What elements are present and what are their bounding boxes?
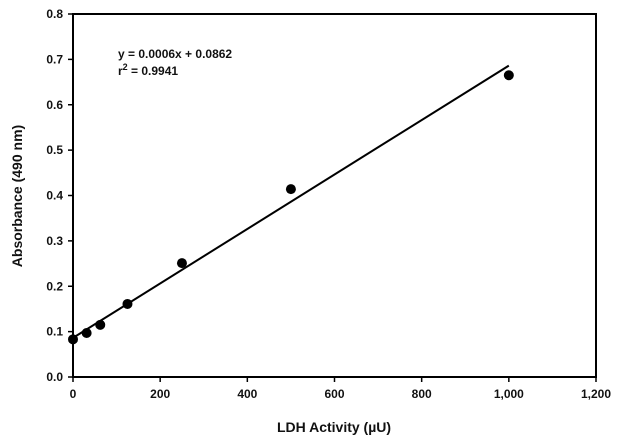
y-tick-label: 0.3 xyxy=(46,234,63,248)
y-tick-label: 0.8 xyxy=(46,7,63,21)
regression-line xyxy=(72,64,510,339)
x-tick-label: 600 xyxy=(324,387,344,401)
x-tick-label: 0 xyxy=(70,387,77,401)
y-tick-label: 0.1 xyxy=(46,325,63,339)
y-tick-label: 0.6 xyxy=(46,98,63,112)
y-tick-label: 0.4 xyxy=(46,189,63,203)
y-axis-title: Absorbance (490 nm) xyxy=(9,125,25,267)
r-squared-prefix: r xyxy=(118,64,123,78)
y-tick-label: 0.7 xyxy=(46,52,63,66)
trendline-group xyxy=(72,64,510,339)
x-tick-label: 200 xyxy=(150,387,170,401)
r-squared-value: = 0.9941 xyxy=(128,64,179,78)
x-tick-label: 1,200 xyxy=(581,387,611,401)
r-squared-label: r2 = 0.9941 xyxy=(118,62,178,78)
data-point xyxy=(81,327,92,338)
y-axis: 0.0 0.1 0.2 0.3 0.4 0.5 0.6 0.7 0.8 xyxy=(46,7,73,384)
x-tick-label: 400 xyxy=(237,387,257,401)
r-squared-superscript: 2 xyxy=(123,62,128,72)
y-tick-label: 0.2 xyxy=(46,279,63,293)
y-tick-label: 0.0 xyxy=(46,370,63,384)
data-point xyxy=(122,298,133,309)
data-point xyxy=(285,184,296,195)
data-point xyxy=(176,258,187,269)
x-axis: 0 200 400 600 800 1,000 1,200 xyxy=(70,377,611,401)
data-point xyxy=(68,334,78,345)
data-point xyxy=(503,70,514,81)
data-points xyxy=(68,70,514,345)
x-tick-label: 1,000 xyxy=(494,387,524,401)
x-axis-title: LDH Activity (µU) xyxy=(277,419,391,435)
data-point xyxy=(95,319,106,330)
y-tick-label: 0.5 xyxy=(46,143,63,157)
x-tick-label: 800 xyxy=(412,387,432,401)
equation-label: y = 0.0006x + 0.0862 xyxy=(118,47,232,61)
